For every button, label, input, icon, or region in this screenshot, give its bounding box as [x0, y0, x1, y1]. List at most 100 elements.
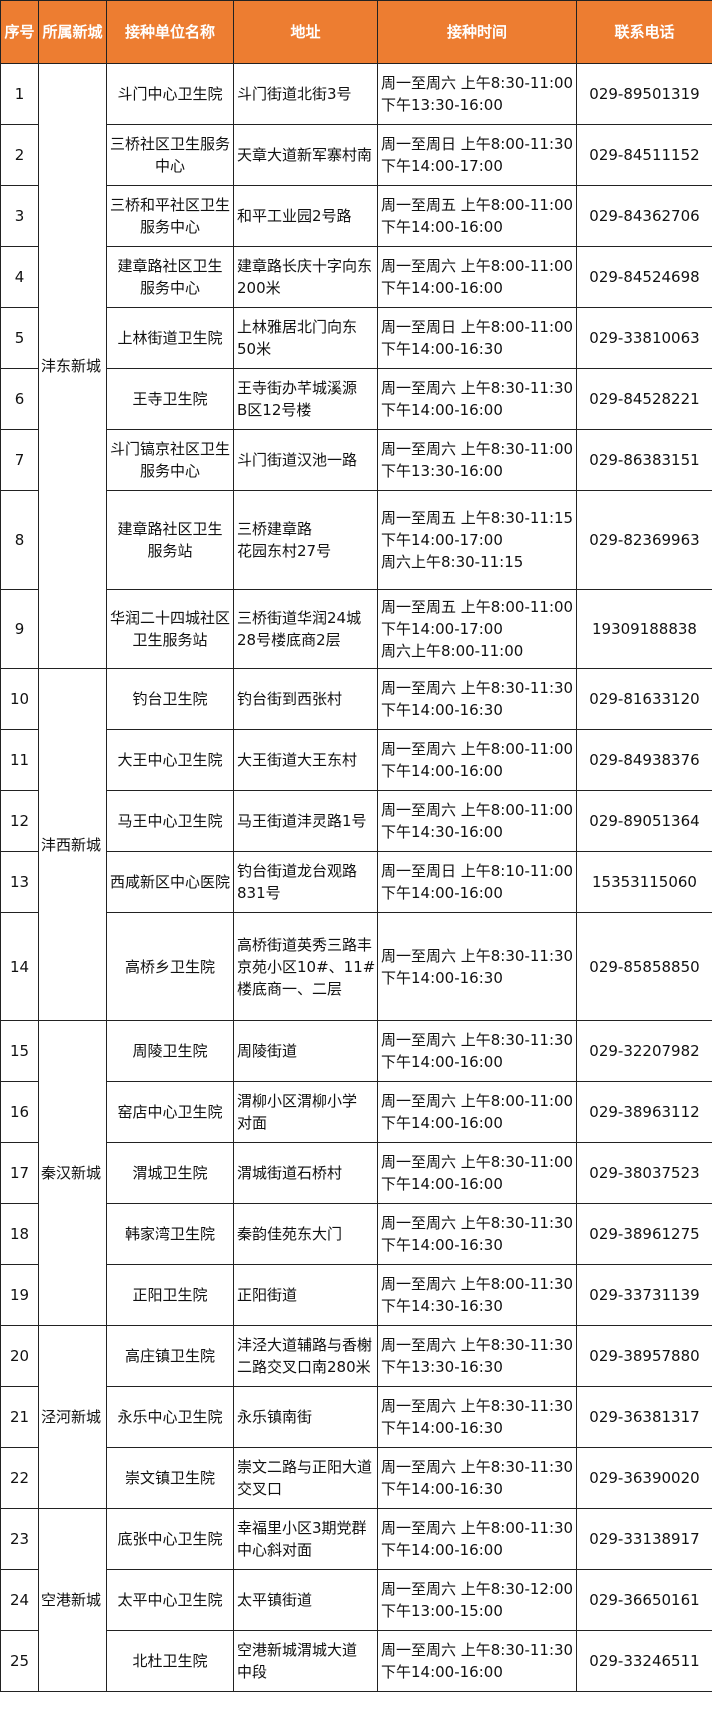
row-number: 23	[0, 1508, 39, 1570]
unit-name: 王寺卫生院	[106, 368, 234, 430]
table-row: 3 三桥和平社区卫生 服务中心 和平工业园2号路 周一至周五 上午8:00-11:00 下…	[0, 185, 712, 247]
row-number: 11	[0, 729, 39, 791]
header-row: 序号 所属新城 接种单位名称 地址 接种时间 联系电话	[0, 0, 712, 64]
address: 高桥街道英秀三路丰 京苑小区10#、11# 楼底商一、二层	[233, 912, 378, 1021]
vaccination-time: 周一至周日 上午8:00-11:00 下午14:00-16:30	[377, 307, 577, 369]
phone-number: 029-38037523	[576, 1142, 712, 1204]
unit-name: 斗门镐京社区卫生 服务中心	[106, 429, 234, 491]
table-row: 2 三桥社区卫生服务 中心 天章大道新军寨村南 周一至周日 上午8:00-11:30 下午…	[0, 124, 712, 186]
vaccination-time: 周一至周六 上午8:30-11:30 下午14:00-16:30	[377, 912, 577, 1021]
cell-line: 周一至周六 上午8:30-11:30	[381, 1214, 574, 1232]
phone-number: 029-84524698	[576, 246, 712, 308]
row-number: 15	[0, 1020, 39, 1082]
cell-line: 永乐中心卫生院	[117, 1408, 223, 1426]
row-number: 1	[0, 63, 39, 125]
unit-name: 高庄镇卫生院	[106, 1325, 234, 1387]
cell-line: 三桥和平社区卫生	[110, 196, 231, 214]
cell-line: 200米	[237, 279, 281, 297]
unit-name: 高桥乡卫生院	[106, 912, 234, 1021]
phone-number: 029-82369963	[576, 490, 712, 590]
vaccination-time: 周一至周六 上午8:00-11:00 下午14:00-16:00	[377, 1081, 577, 1143]
table-row: 8 建章路社区卫生 服务站 三桥建章路 花园东村27号 周一至周五 上午8:30-11:1…	[0, 490, 712, 590]
address: 天章大道新军寨村南	[233, 124, 378, 186]
cell-line: 下午14:00-16:30	[381, 701, 503, 719]
phone-number: 029-38961275	[576, 1203, 712, 1265]
phone-number: 029-33810063	[576, 307, 712, 369]
cell-line: 28号楼底商2层	[237, 631, 341, 649]
phone-number: 029-38957880	[576, 1325, 712, 1387]
vaccination-time: 周一至周六 上午8:30-11:30 下午14:00-16:00	[377, 368, 577, 430]
cell-line: 秦韵佳苑东大门	[237, 1225, 343, 1243]
phone-number: 15353115060	[576, 851, 712, 913]
unit-name: 韩家湾卫生院	[106, 1203, 234, 1265]
table-row: 10 沣西新城 钓台卫生院 钓台街到西张村 周一至周六 上午8:30-11:30 下午14…	[0, 668, 712, 1021]
cell-line: 幸福里小区3期党群	[237, 1519, 367, 1537]
vaccination-time: 周一至周六 上午8:00-11:30 下午14:30-16:30	[377, 1264, 577, 1326]
cell-line: 华润二十四城社区	[110, 609, 231, 627]
vaccination-time: 周一至周六 上午8:30-11:30 下午14:00-16:30	[377, 1203, 577, 1265]
address: 崇文二路与正阳大道 交叉口	[233, 1447, 378, 1509]
row-number: 12	[0, 790, 39, 852]
phone-number: 029-36650161	[576, 1569, 712, 1631]
address: 沣泾大道辅路与香榭 二路交叉口南280米	[233, 1325, 378, 1387]
cell-line: 周一至周六 上午8:30-11:30	[381, 1031, 574, 1049]
address: 钓台街到西张村	[233, 668, 378, 730]
cell-line: 下午14:00-16:30	[381, 340, 503, 358]
unit-name: 华润二十四城社区 卫生服务站	[106, 589, 234, 669]
cell-line: 周一至周六 上午8:30-11:30	[381, 1336, 574, 1354]
district-name: 泾河新城	[38, 1325, 107, 1509]
cell-line: 太平镇街道	[237, 1591, 313, 1609]
header-address: 地址	[233, 0, 378, 64]
cell-line: 钓台街到西张村	[237, 690, 343, 708]
cell-line: 中段	[237, 1663, 268, 1681]
cell-line: 高庄镇卫生院	[124, 1347, 215, 1365]
cell-line: 服务站	[147, 542, 193, 560]
cell-line: 服务中心	[139, 218, 200, 236]
unit-name: 西咸新区中心医院	[106, 851, 234, 913]
table-row: 22 崇文镇卫生院 崇文二路与正阳大道 交叉口 周一至周六 上午8:30-11:30 下午…	[0, 1447, 712, 1509]
district-name: 秦汉新城	[38, 1020, 107, 1326]
row-number: 14	[0, 912, 39, 1021]
header-unit: 接种单位名称	[106, 0, 234, 64]
address: 王寺街办芊城溪源 B区12号楼	[233, 368, 378, 430]
cell-line: 大王中心卫生院	[117, 751, 223, 769]
vaccination-time: 周一至周六 上午8:00-11:00 下午14:00-16:00	[377, 246, 577, 308]
cell-line: 二路交叉口南280米	[237, 1358, 371, 1376]
address: 和平工业园2号路	[233, 185, 378, 247]
cell-line: 周一至周六 上午8:30-11:30	[381, 379, 574, 397]
address: 钓台街道龙台观路 831号	[233, 851, 378, 913]
district-name: 沣东新城	[38, 63, 107, 669]
cell-line: 建章路社区卫生	[117, 520, 223, 538]
cell-line: 周一至周日 上午8:00-11:00	[381, 318, 574, 336]
cell-line: 周一至周六 上午8:30-11:30	[381, 946, 574, 965]
cell-line: 正阳卫生院	[132, 1286, 208, 1304]
cell-line: 中心	[154, 157, 185, 175]
cell-line: 正阳街道	[237, 1286, 298, 1304]
row-number: 9	[0, 589, 39, 669]
cell-line: 交叉口	[237, 1480, 283, 1498]
cell-line: 斗门镐京社区卫生	[110, 440, 231, 458]
cell-line: 王寺卫生院	[132, 390, 208, 408]
header-phone: 联系电话	[576, 0, 712, 64]
cell-line: 下午14:00-16:00	[381, 401, 503, 419]
cell-line: 831号	[237, 884, 281, 902]
header-district: 所属新城	[38, 0, 107, 64]
row-number: 18	[0, 1203, 39, 1265]
phone-number: 029-32207982	[576, 1020, 712, 1082]
table-row: 17 渭城卫生院 渭城街道石桥村 周一至周六 上午8:30-11:00 下午14:00-…	[0, 1142, 712, 1204]
cell-line: 北杜卫生院	[132, 1652, 208, 1670]
cell-line: 京苑小区10#、11#	[237, 957, 376, 976]
table-row: 21 永乐中心卫生院 永乐镇南街 周一至周六 上午8:30-11:30 下午14:00-…	[0, 1386, 712, 1448]
phone-number: 029-38963112	[576, 1081, 712, 1143]
table-row: 24 太平中心卫生院 太平镇街道 周一至周六 上午8:30-12:00 下午13:00-…	[0, 1569, 712, 1631]
address: 三桥街道华润24城 28号楼底商2层	[233, 589, 378, 669]
phone-number: 029-84362706	[576, 185, 712, 247]
phone-number: 029-36381317	[576, 1386, 712, 1448]
row-number: 10	[0, 668, 39, 730]
address: 斗门街道北街3号	[233, 63, 378, 125]
cell-line: 渭柳小区渭柳小学	[237, 1092, 358, 1110]
cell-line: 崇文二路与正阳大道	[237, 1458, 373, 1476]
row-number: 4	[0, 246, 39, 308]
cell-line: 下午14:00-16:30	[381, 1236, 503, 1254]
cell-line: 周陵卫生院	[132, 1042, 208, 1060]
